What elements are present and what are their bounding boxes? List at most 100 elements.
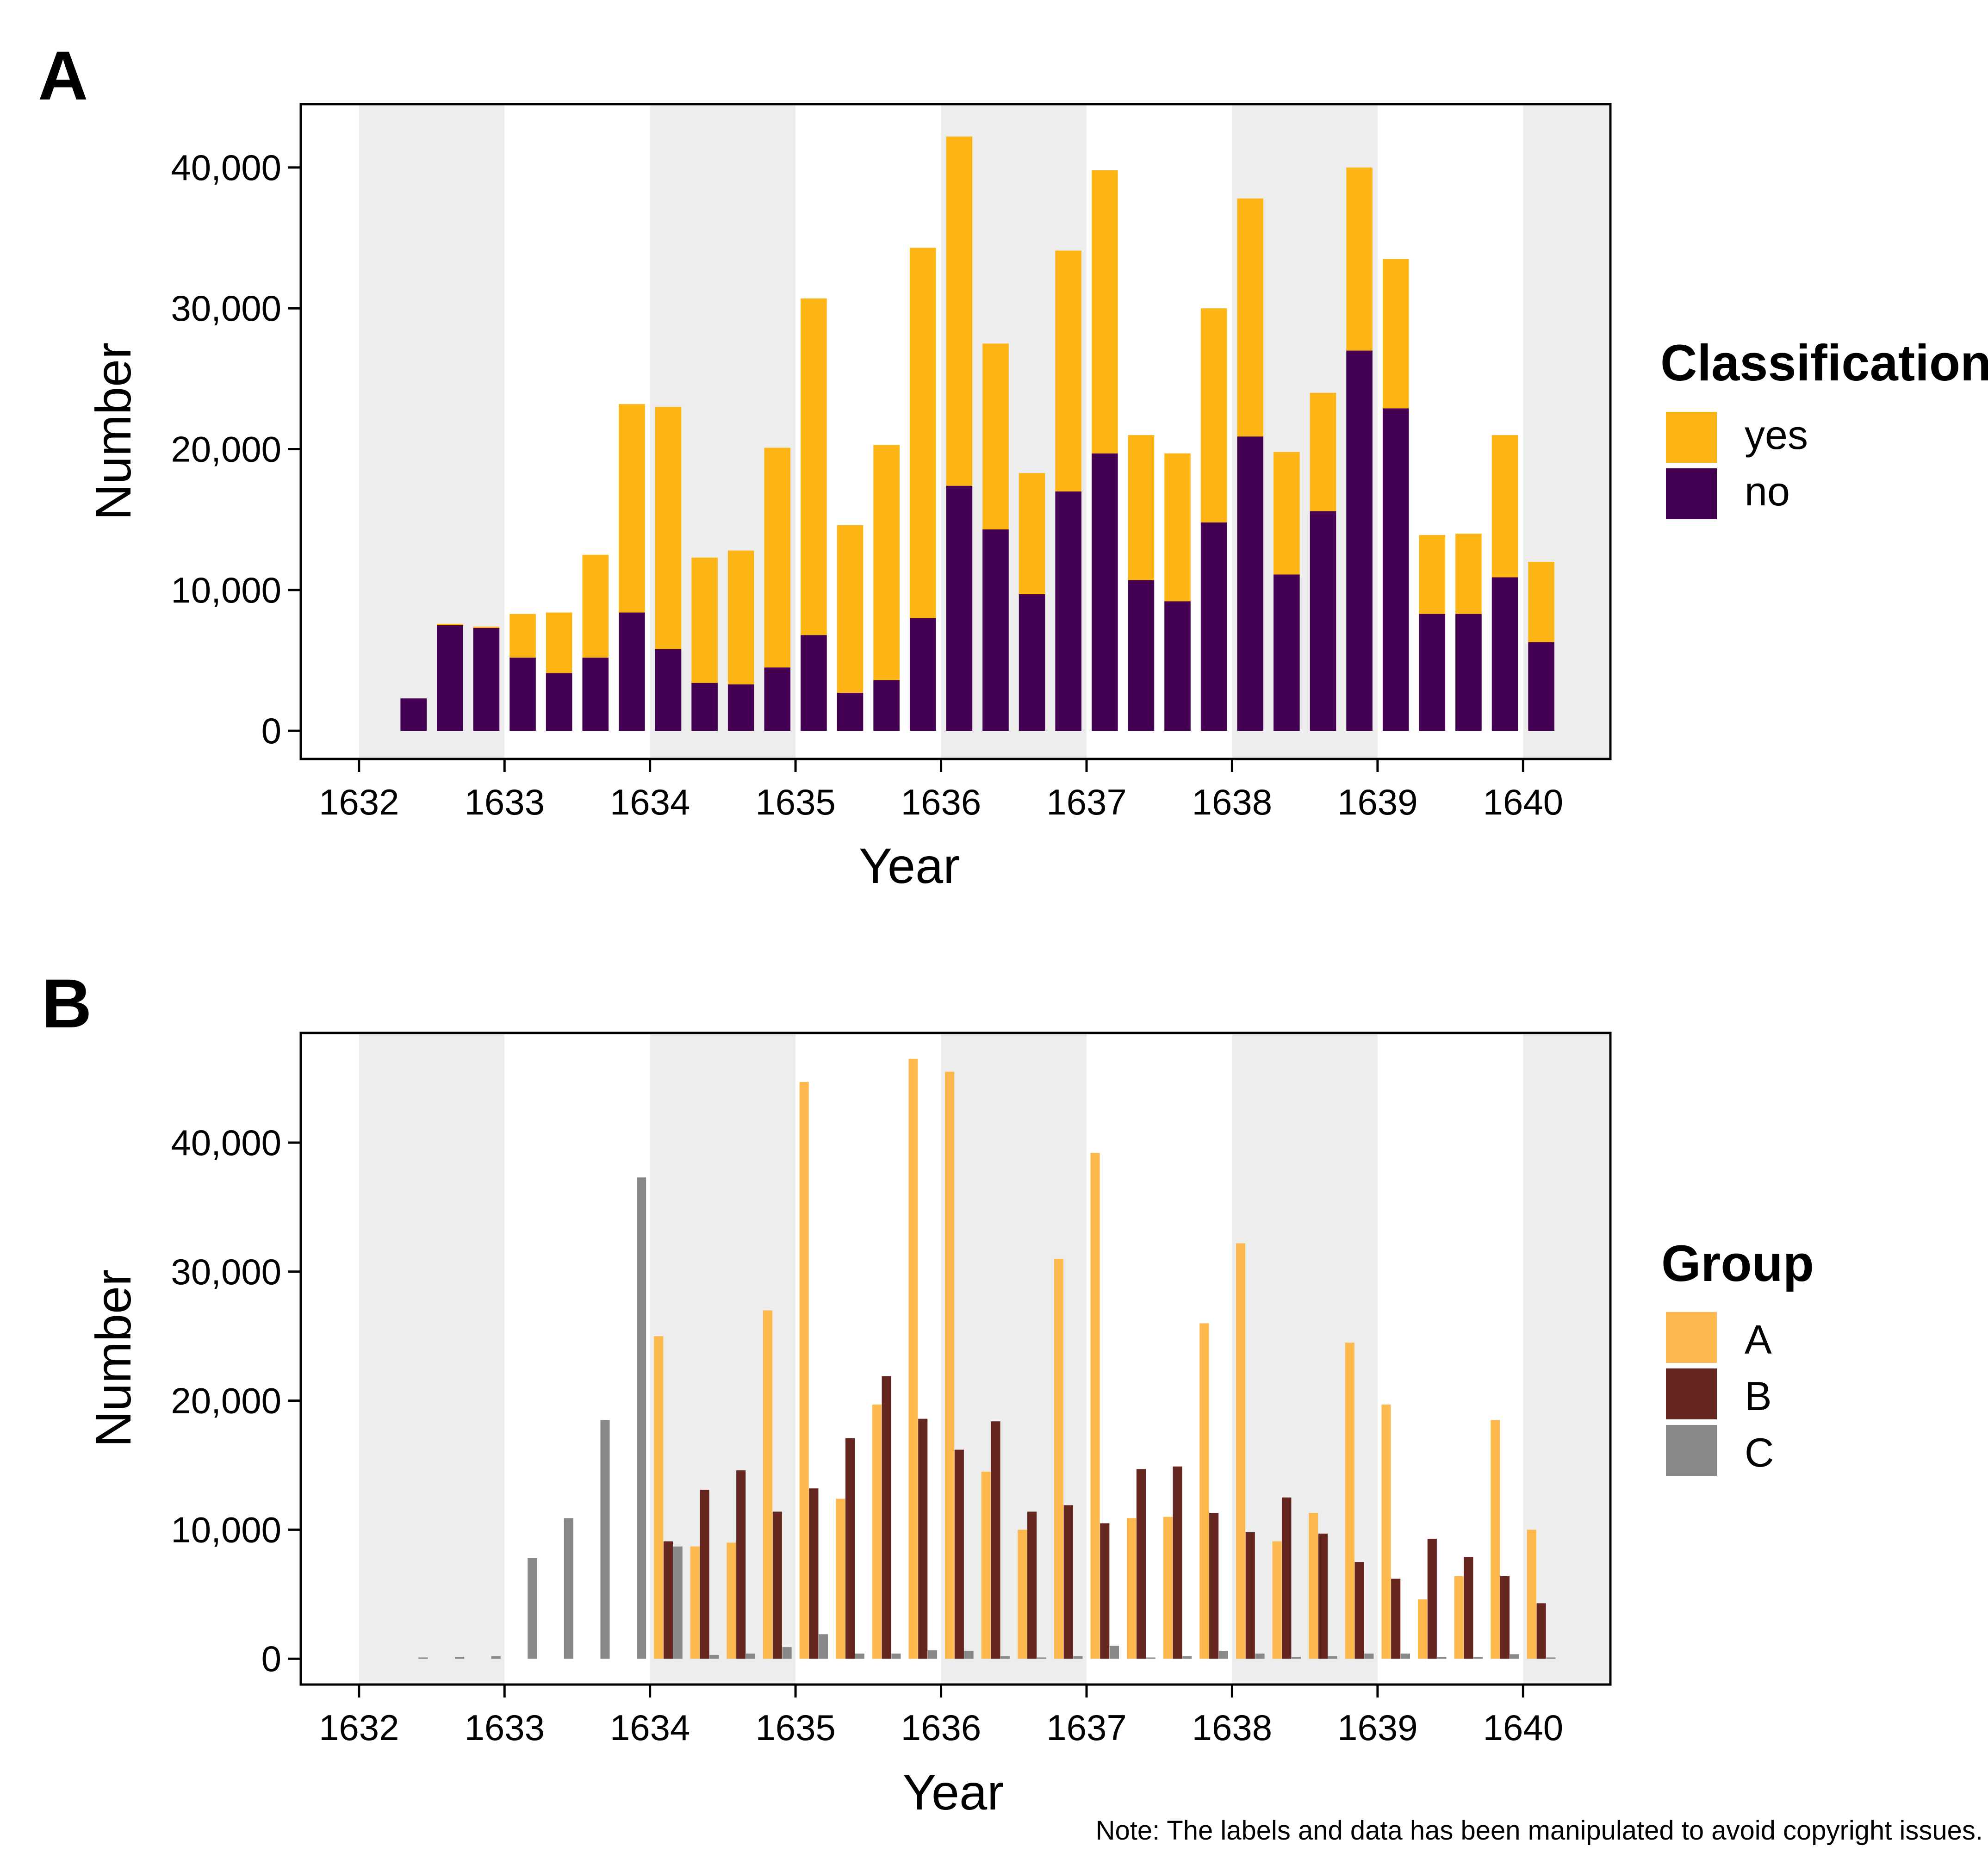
bar-C [819, 1634, 828, 1659]
bar-C [1328, 1656, 1337, 1659]
bar-C [1473, 1657, 1483, 1659]
bar-C [855, 1654, 864, 1659]
panel-letter-a: A [38, 37, 88, 114]
bar-yes [1419, 535, 1446, 614]
bar-A [1345, 1343, 1354, 1659]
bar-yes [946, 136, 973, 486]
x-tick-label: 1638 [1192, 782, 1273, 822]
bar-B [918, 1418, 928, 1659]
bar-A [1054, 1258, 1064, 1659]
bar-C [1400, 1654, 1410, 1659]
panel-b: B 0 10,000 20,000 30,000 40,000 1632 1633 1634… [42, 964, 1814, 1820]
y-tick-label: 40,000 [171, 147, 281, 188]
bar-C [1146, 1657, 1156, 1659]
bar-yes [1055, 250, 1081, 491]
bar-C [1000, 1656, 1010, 1659]
bar-yes [655, 407, 682, 649]
bar-yes [764, 448, 791, 668]
bar-C [1546, 1657, 1556, 1659]
y-axis-title-a: Number [85, 342, 141, 520]
bar-B [1173, 1466, 1182, 1659]
bar-A [690, 1546, 700, 1659]
legend-label-yes: yes [1745, 412, 1808, 458]
bar-no [1382, 408, 1409, 731]
bar-no [1346, 350, 1373, 731]
y-tick-label: 30,000 [171, 288, 281, 329]
y-tick-label: 0 [261, 710, 281, 751]
bar-yes [1200, 308, 1227, 522]
bar-no [946, 485, 973, 731]
bar-C [1510, 1654, 1519, 1659]
x-axis-title-b: Year [903, 1764, 1004, 1820]
x-axis-title-a: Year [859, 838, 960, 894]
bars-a [400, 136, 1554, 731]
bar-A [1454, 1576, 1464, 1659]
bar-A [1090, 1153, 1100, 1659]
bar-no [655, 649, 682, 731]
bar-yes [1128, 435, 1155, 580]
bar-yes [837, 525, 864, 693]
bar-yes [473, 626, 500, 628]
bar-no [400, 698, 427, 731]
bar-C [709, 1654, 719, 1659]
y-axis-a: 0 10,000 20,000 30,000 40,000 [171, 147, 301, 751]
bar-C [1364, 1654, 1374, 1659]
x-tick-label: 1636 [901, 782, 982, 822]
legend-key-b [1666, 1368, 1717, 1419]
bar-A [1381, 1404, 1391, 1659]
bar-A [727, 1542, 736, 1659]
bar-B [1245, 1532, 1255, 1659]
year-band [1523, 1033, 1610, 1685]
x-tick-label: 1639 [1337, 1707, 1418, 1748]
bar-yes [437, 623, 463, 625]
bar-C [964, 1651, 974, 1659]
bar-A [1272, 1541, 1282, 1659]
bar-C [1109, 1646, 1119, 1659]
bar-B [809, 1488, 819, 1659]
bar-B [736, 1470, 746, 1659]
bar-C [528, 1558, 537, 1659]
bar-yes [727, 550, 754, 684]
bar-yes [1274, 452, 1300, 575]
bar-C [782, 1647, 792, 1659]
bar-A [799, 1082, 809, 1659]
bar-B [1027, 1511, 1037, 1659]
legend-label-b: B [1745, 1373, 1772, 1419]
bar-B [1282, 1497, 1292, 1659]
bar-no [1310, 511, 1336, 731]
y-axis-b: 0 10,000 20,000 30,000 40,000 [171, 1122, 301, 1679]
bar-B [991, 1421, 1000, 1659]
bar-C [673, 1546, 683, 1659]
bar-no [909, 618, 936, 731]
legend-key-no [1666, 468, 1717, 519]
bar-yes [982, 343, 1009, 529]
year-band [359, 1033, 505, 1685]
legend-key-c [1666, 1425, 1717, 1476]
copyright-note: Note: The labels and data has been manip… [1096, 1816, 1983, 1846]
bar-yes [1310, 392, 1336, 511]
x-tick-label: 1635 [755, 782, 836, 822]
bar-yes [1237, 198, 1264, 437]
bar-C [746, 1654, 756, 1659]
bar-no [582, 657, 609, 731]
bar-no [1455, 614, 1482, 731]
bar-yes [1491, 435, 1518, 578]
bar-C [600, 1420, 610, 1659]
bar-B [882, 1376, 891, 1659]
x-axis-a: 1632 1633 1634 1635 1636 1637 1638 1639 1640 [319, 759, 1563, 822]
bar-yes [1382, 259, 1409, 409]
bar-A [1163, 1517, 1173, 1659]
bar-B [1427, 1538, 1437, 1659]
bar-B [1136, 1469, 1146, 1659]
bar-B [845, 1438, 855, 1659]
bar-yes [619, 404, 645, 613]
legend-title-b: Group [1661, 1235, 1814, 1292]
y-tick-label: 10,000 [171, 570, 281, 610]
bar-C [1437, 1657, 1447, 1659]
bar-B [663, 1541, 673, 1659]
bar-B [1209, 1513, 1219, 1659]
bar-A [1417, 1599, 1428, 1659]
bar-B [1318, 1533, 1328, 1659]
x-tick-label: 1634 [610, 782, 690, 822]
bar-yes [1092, 170, 1118, 454]
